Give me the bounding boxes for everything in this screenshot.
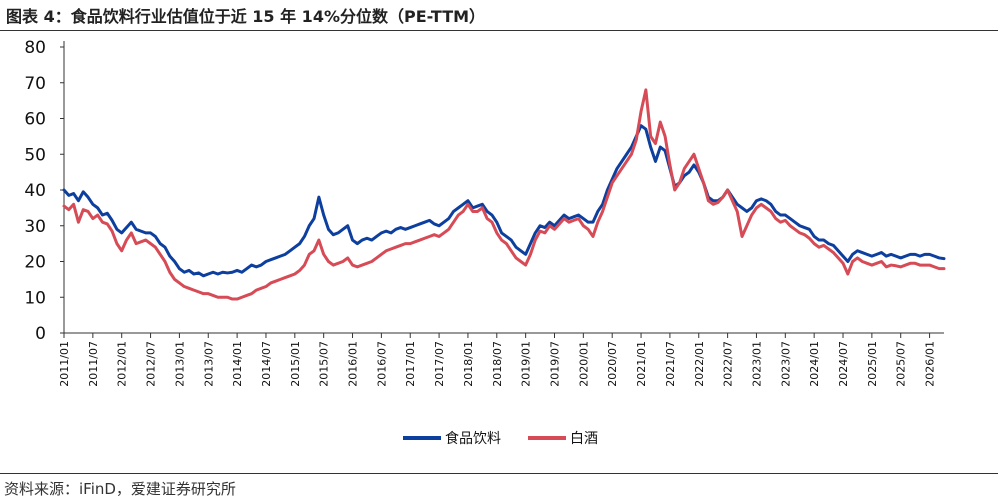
x-tick-label: 2012/01: [116, 341, 129, 387]
x-tick-label: 2020/01: [577, 341, 590, 387]
x-tick-label: 2021/01: [635, 341, 648, 387]
x-tick-label: 2024/01: [808, 341, 821, 387]
y-tick-label: 50: [24, 145, 46, 165]
x-tick-label: 2022/01: [693, 341, 706, 387]
y-tick-label: 80: [24, 38, 46, 58]
x-tick-label: 2022/07: [722, 341, 735, 387]
legend-label: 白酒: [570, 431, 598, 447]
source-divider: [0, 473, 998, 474]
y-tick-label: 20: [24, 253, 46, 273]
source-note: 资料来源：iFinD，爱建证券研究所: [4, 480, 236, 498]
x-tick-label: 2011/07: [87, 341, 100, 387]
y-tick-label: 70: [24, 74, 46, 94]
x-tick-label: 2011/01: [58, 341, 71, 387]
series-line-baijiu: [62, 88, 946, 301]
x-tick-label: 2023/01: [750, 341, 763, 387]
legend: 食品饮料 白酒: [403, 430, 598, 447]
x-tick-label: 2014/01: [231, 341, 244, 387]
x-tick-label: 2015/07: [318, 341, 331, 387]
x-tick-label: 2024/07: [837, 341, 850, 387]
x-tick-label: 2017/01: [404, 341, 417, 387]
y-tick-label: 30: [24, 217, 46, 237]
x-tick-label: 2012/07: [145, 341, 158, 387]
x-tick-label: 2019/07: [548, 341, 561, 387]
figure-title: 图表 4：食品饮料行业估值位于近 15 年 14%分位数（PE-TTM）: [6, 7, 486, 26]
line-chart: 0 10 20 30 40 50 60 70 80 2011/01 2011/07 2012/01 20…: [24, 38, 946, 447]
x-tick-label: 2016/07: [375, 341, 388, 387]
y-tick-label: 60: [24, 110, 46, 130]
x-tick-label: 2019/01: [520, 341, 533, 387]
y-tick-label: 0: [35, 324, 46, 344]
x-tick-label: 2023/07: [779, 341, 792, 387]
x-tick-label: 2020/07: [606, 341, 619, 387]
series-lines: [62, 88, 946, 301]
x-tick-label: 2018/07: [491, 341, 504, 387]
x-tick-label: 2013/07: [202, 341, 215, 387]
x-tick-label: 2021/07: [664, 341, 677, 387]
x-tick-label: 2026/01: [924, 341, 937, 387]
x-tick-label: 2015/01: [289, 341, 302, 387]
y-tick-label: 10: [24, 288, 46, 308]
x-tick-label: 2013/01: [173, 341, 186, 387]
y-tick-label: 40: [24, 181, 46, 201]
x-tick-label: 2014/07: [260, 341, 273, 387]
x-tick-label: 2016/01: [347, 341, 360, 387]
x-tick-label: 2025/01: [866, 341, 879, 387]
series-line-food-beverage: [62, 124, 946, 278]
legend-label: 食品饮料: [445, 430, 501, 447]
title-divider: [0, 30, 998, 31]
x-tick-label: 2025/07: [895, 341, 908, 387]
x-tick-label: 2017/07: [433, 341, 446, 387]
axes: 0 10 20 30 40 50 60 70 80 2011/01 2011/07 2012/01 20…: [24, 38, 944, 387]
x-tick-label: 2018/01: [462, 341, 475, 387]
